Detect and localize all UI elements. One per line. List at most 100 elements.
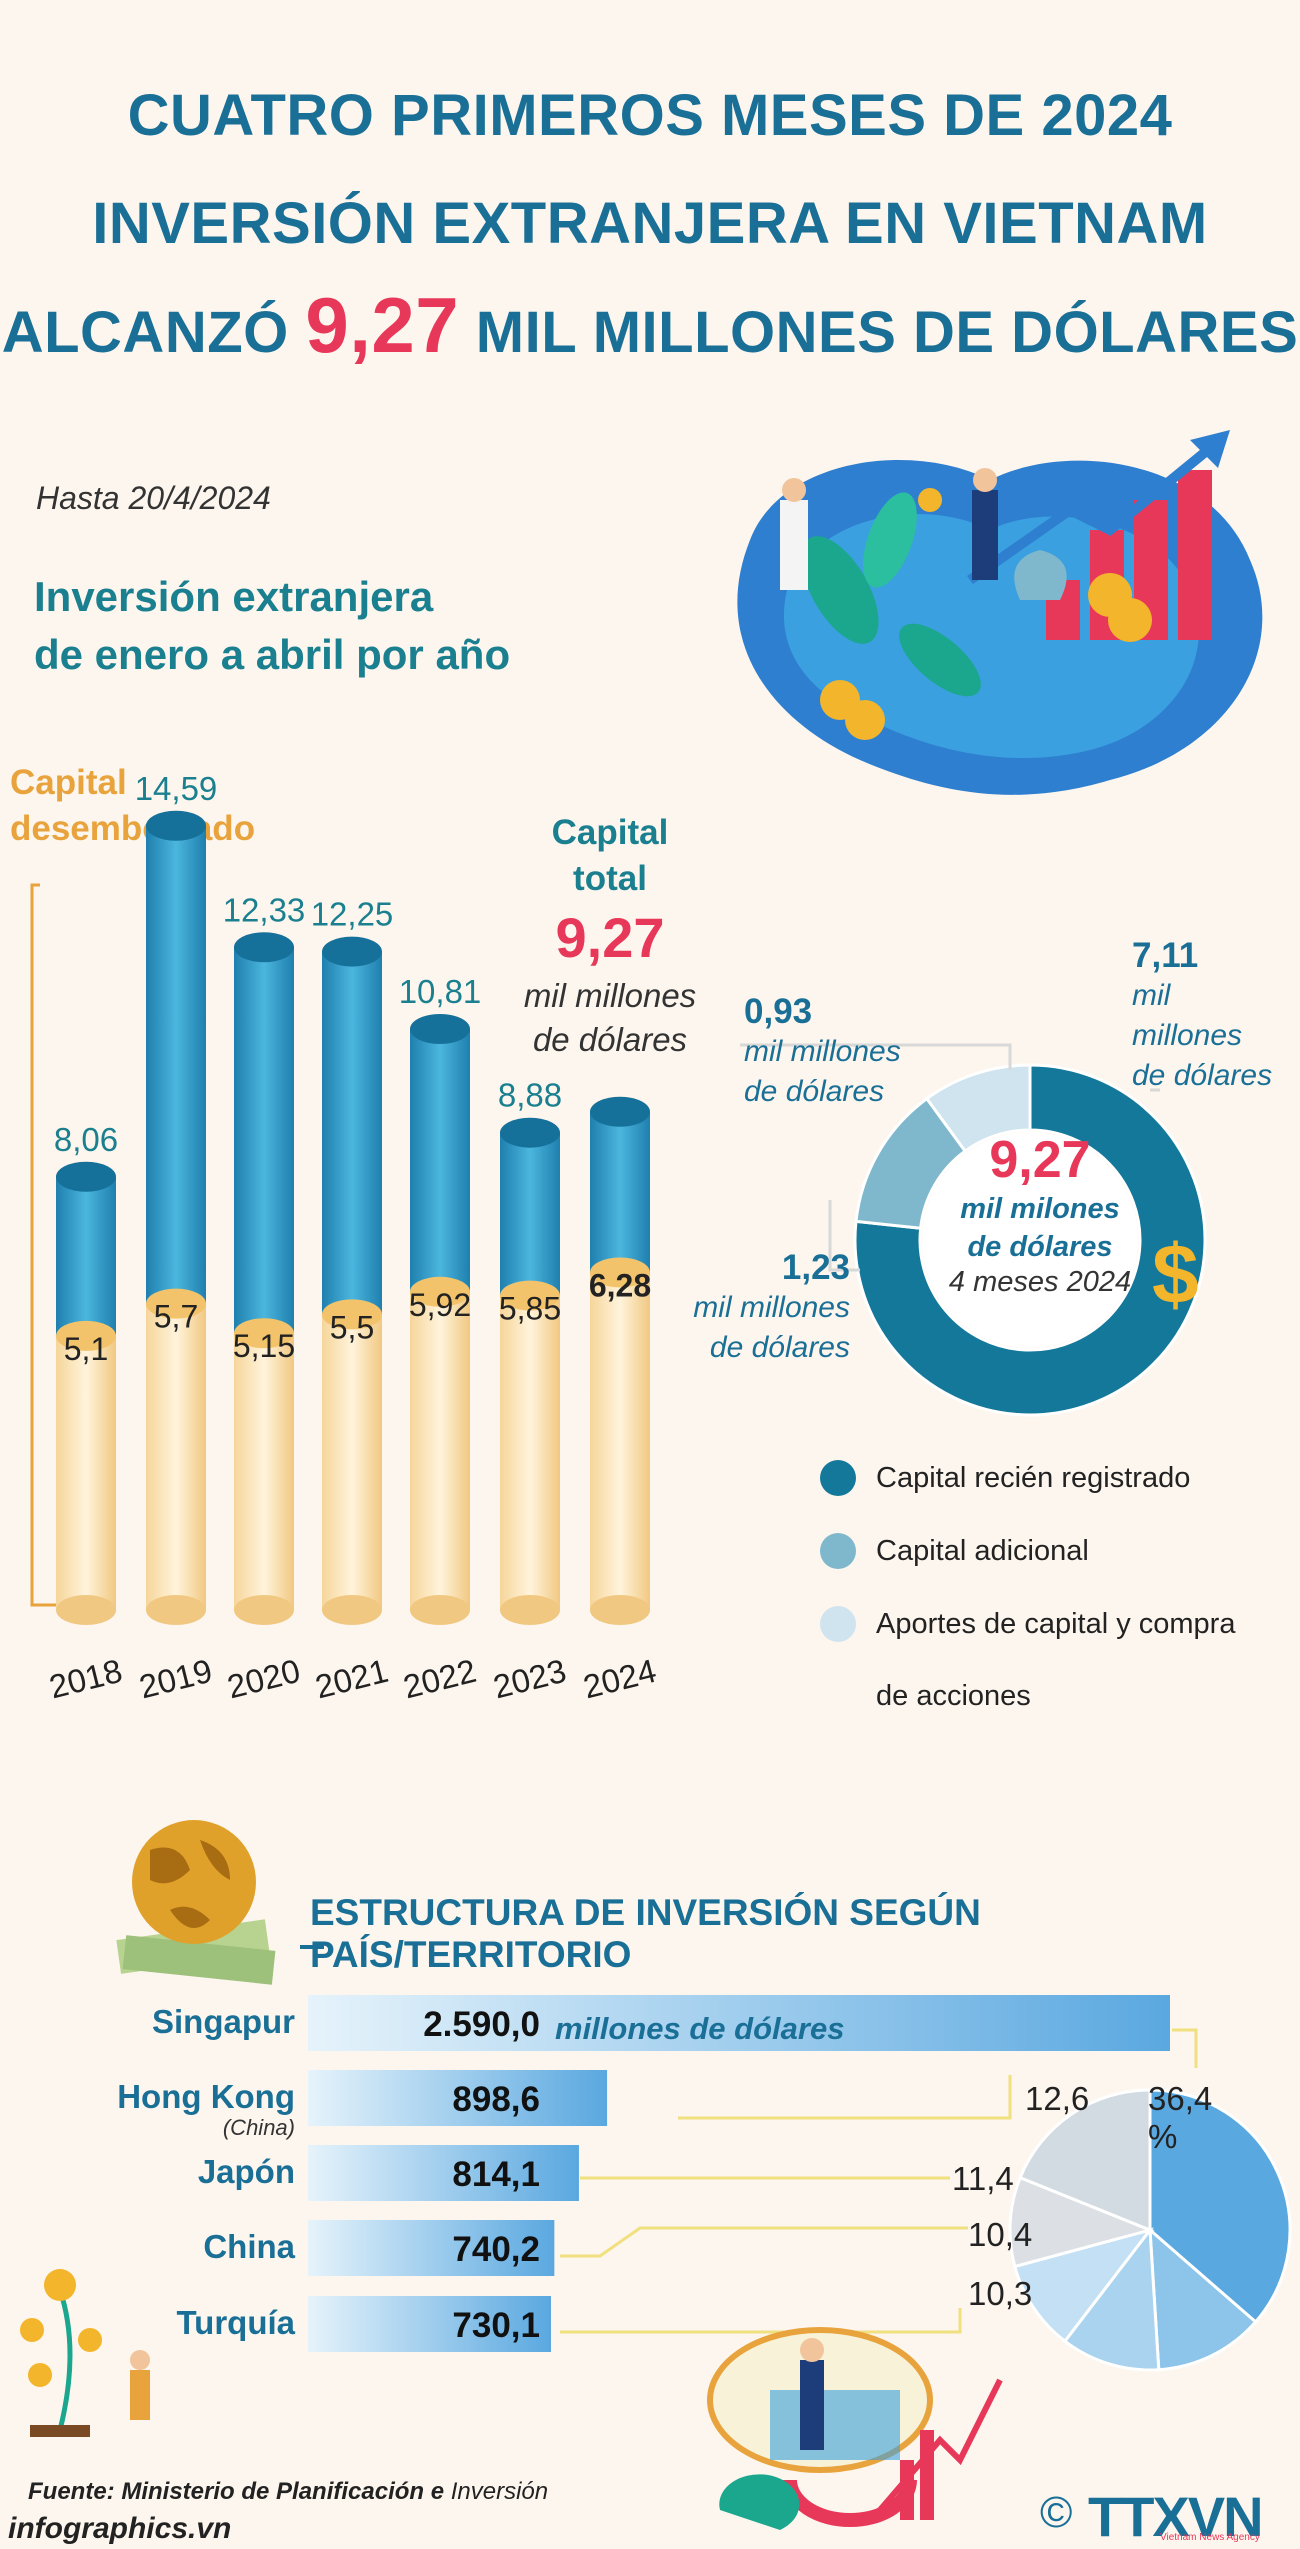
legend-new-label: Capital recién registrado bbox=[876, 1461, 1191, 1494]
disbursed-bar-2022 bbox=[410, 1291, 470, 1610]
hongkong-sub-label: (China) bbox=[222, 2115, 295, 2140]
donut-slice-contributions bbox=[924, 1063, 1032, 1154]
disbursed-bar-top-2020 bbox=[234, 1318, 294, 1349]
country-unit-label: millones de dólares bbox=[555, 2011, 845, 2046]
bar-base-2021 bbox=[322, 1595, 382, 1625]
donut-label-new-unit-2: millones bbox=[1132, 1019, 1243, 1052]
disbursed-bar-2023 bbox=[500, 1295, 560, 1610]
legend-additional-capital: Capital adicional bbox=[820, 1533, 1089, 1569]
title-line-3: ALCANZÓ 9,27 MIL MILLONES DE DÓLARES bbox=[0, 280, 1300, 371]
money-plant-icon bbox=[20, 2269, 150, 2437]
donut-label-new-unit-1: mil bbox=[1132, 979, 1171, 1012]
bar-base-2020 bbox=[234, 1595, 294, 1625]
pie-label-hong-kong: 12,6 bbox=[1025, 2080, 1090, 2117]
donut-label-add: 1,23 mil millones de dólares bbox=[640, 1248, 850, 1368]
dollar-icon: $ bbox=[1152, 1227, 1199, 1321]
total-bar-2022 bbox=[410, 1028, 470, 1292]
country-bar-chart: 2.590,0 898,6 814,1 740,2 730,1 bbox=[308, 1995, 1170, 2352]
country-label-singapur: Singapur bbox=[151, 2003, 295, 2040]
pie-slice-singapur bbox=[1148, 2088, 1292, 2325]
bar-base-2024 bbox=[590, 1595, 650, 1625]
donut-center-value: 9,27 bbox=[989, 1131, 1091, 1189]
source-text: Fuente: Ministerio de Planificación e In… bbox=[28, 2478, 548, 2506]
section2-underline bbox=[300, 1945, 324, 1949]
total-bar-top-2023 bbox=[500, 1117, 560, 1148]
bar-base-2019 bbox=[146, 1595, 206, 1625]
donut-label-contrib-unit-2: de dólares bbox=[744, 1075, 885, 1108]
country-label-turquía: Turquía bbox=[176, 2304, 295, 2341]
year-label-2018: 2018 bbox=[46, 1652, 126, 1706]
country-label-japón: Japón bbox=[197, 2153, 295, 2190]
legend-contributions: Aportes de capital y compra bbox=[820, 1606, 1235, 1642]
year-label-2019: 2019 bbox=[136, 1652, 216, 1706]
capital-composition-donut bbox=[853, 1063, 1207, 1417]
legend-dot-contrib bbox=[820, 1606, 856, 1642]
total-bar-2018 bbox=[56, 1176, 116, 1336]
donut-label-new-unit-3: de dólares bbox=[1132, 1059, 1273, 1092]
donut-label-new-value: 7,11 bbox=[1132, 936, 1199, 975]
donut-center-text: 9,27 mil milones de dólares 4 meses 2024 bbox=[890, 1130, 1190, 1299]
total-bar-2023 bbox=[500, 1132, 560, 1296]
total-value-label-2019: 14,59 bbox=[135, 770, 218, 807]
total-capital-unit: mil millones de dólares bbox=[490, 974, 730, 1062]
total-bar-2020 bbox=[234, 947, 294, 1334]
donut-center-period: 4 meses 2024 bbox=[948, 1266, 1132, 1298]
legend-new-capital: Capital recién registrado bbox=[820, 1460, 1190, 1496]
country-value-singapur: 2.590,0 bbox=[423, 2005, 540, 2044]
site-label: infographics.vn bbox=[8, 2512, 232, 2545]
bar-base-2018 bbox=[56, 1595, 116, 1625]
disbursed-value-label-2023: 5,85 bbox=[499, 1291, 561, 1327]
total-bar-top-2020 bbox=[234, 932, 294, 963]
total-bar-top-2022 bbox=[410, 1013, 470, 1044]
section1-title-line-2: de enero a abril por año bbox=[34, 631, 511, 678]
year-label-2022: 2022 bbox=[400, 1652, 480, 1706]
donut-center-unit-2: de dólares bbox=[967, 1231, 1113, 1263]
legend-dot-add bbox=[820, 1533, 856, 1569]
source-bold: Fuente: Ministerio de Planificación e bbox=[28, 2478, 445, 2505]
disbursed-bar-2020 bbox=[234, 1333, 294, 1610]
disbursed-bar-2019 bbox=[146, 1303, 206, 1610]
donut-label-contrib: 0,93 mil millones de dólares bbox=[744, 992, 901, 1112]
country-value-japón: 814,1 bbox=[452, 2155, 540, 2194]
bar-base-2023 bbox=[500, 1595, 560, 1625]
disbursed-bar-top-2019 bbox=[146, 1288, 206, 1319]
donut-label-contrib-value: 0,93 bbox=[744, 992, 813, 1031]
disbursed-label-line-2: desembolsado bbox=[10, 809, 256, 848]
country-label-china: China bbox=[203, 2228, 295, 2265]
disbursed-bar-top-2024 bbox=[590, 1257, 650, 1288]
country-bar-singapur bbox=[308, 1995, 1170, 2051]
title-line-1: CUATRO PRIMEROS MESES DE 2024 bbox=[127, 83, 1173, 148]
total-unit-line-2: de dólares bbox=[532, 1021, 688, 1058]
legend-dot-new bbox=[820, 1460, 856, 1496]
donut-label-add-value: 1,23 bbox=[781, 1248, 850, 1287]
country-bar-hong-kong bbox=[308, 2070, 608, 2126]
pie-slice-japón bbox=[1062, 2225, 1161, 2372]
total-value-label-2020: 12,33 bbox=[223, 891, 306, 928]
pie-slice-hong-kong bbox=[1148, 2226, 1258, 2372]
yearly-investment-cylinder-chart: 8,06 5,1 2018 14,59 5,7 2019 12,33 5,15 2020 12,2… bbox=[30, 770, 660, 1706]
section1-title: Inversión extranjera de enero a abril po… bbox=[34, 568, 510, 684]
disbursed-capital-label: Capital desembolsado bbox=[10, 760, 255, 852]
agency-logo: TTXVN bbox=[1088, 2485, 1264, 2548]
agency-logo-sub: Vietnam News Agency bbox=[1160, 2532, 1260, 2543]
year-label-2021: 2021 bbox=[312, 1652, 392, 1706]
total-bar-top-2019 bbox=[146, 810, 206, 841]
total-capital-value: 9,27 bbox=[555, 906, 665, 969]
disbursed-value-label-2022: 5,92 bbox=[409, 1287, 471, 1323]
disbursed-bar-2021 bbox=[322, 1314, 382, 1610]
analytics-illustration bbox=[707, 2327, 1003, 2530]
total-label-line-1: Capital bbox=[551, 813, 669, 852]
pie-label-china: 10,4 bbox=[968, 2216, 1033, 2253]
total-unit-line-1: mil millones bbox=[523, 977, 697, 1014]
total-value-label-2018: 8,06 bbox=[54, 1121, 118, 1158]
disbursed-bar-2024 bbox=[590, 1272, 650, 1610]
disbursed-bar-top-2022 bbox=[410, 1276, 470, 1307]
investment-illustration bbox=[737, 430, 1263, 795]
title-line-3-pre: ALCANZÓ bbox=[1, 300, 306, 365]
date-label: Hasta 20/4/2024 bbox=[36, 480, 271, 516]
disbursed-bar-top-2021 bbox=[322, 1299, 382, 1330]
total-bar-2019 bbox=[146, 825, 206, 1304]
country-bar-japón bbox=[308, 2145, 579, 2201]
legend-add-label: Capital adicional bbox=[876, 1534, 1089, 1567]
globe-money-icon bbox=[116, 1820, 276, 1985]
